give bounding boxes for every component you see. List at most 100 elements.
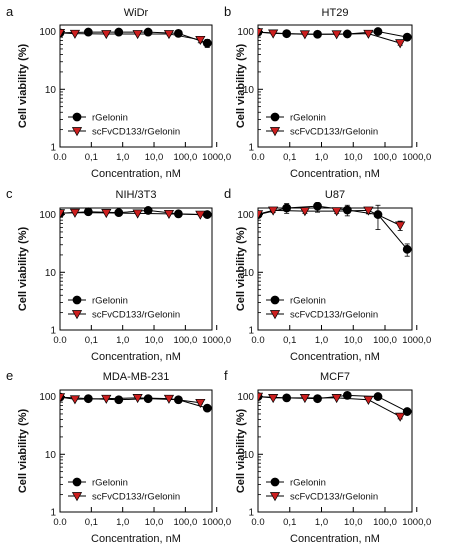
data-point [373, 392, 383, 401]
y-tick-label: 1 [50, 508, 56, 519]
data-point [282, 203, 292, 213]
x-tick-label: 1000,0 [202, 152, 231, 163]
legend-marker [270, 477, 280, 487]
y-axis-label: Cell viability (%) [235, 43, 247, 128]
data-point [395, 221, 406, 231]
y-tick-label: 100 [39, 210, 56, 221]
legend-marker [270, 112, 280, 122]
legend-label: scFvCD133/rGelonin [92, 492, 180, 503]
y-tick-label: 10 [243, 450, 255, 461]
plot-frame [59, 24, 213, 148]
legend-label: scFvCD133/rGelonin [92, 310, 180, 321]
data-point [83, 207, 93, 217]
data-point [268, 206, 279, 216]
data-point [163, 394, 175, 404]
data-point [69, 29, 81, 39]
data-point [395, 412, 406, 422]
data-point [402, 407, 412, 416]
legend-label: scFvCD133/rGelonin [290, 310, 378, 321]
panel-title: MDA-MB-231 [103, 371, 170, 383]
panel-title: MCF7 [320, 371, 350, 383]
data-point [363, 29, 374, 39]
y-tick-label: 1 [50, 326, 56, 337]
data-point [313, 394, 322, 404]
x-tick-label: 1,0 [315, 517, 328, 528]
legend-entry: scFvCD133/rGelonin [266, 127, 378, 138]
legend-entry: scFvCD133/rGelonin [266, 310, 378, 321]
data-point [132, 30, 143, 40]
legend-marker [72, 112, 82, 122]
x-tick-label: 10,0 [145, 517, 164, 528]
x-axis-label: Concentration, nM [91, 533, 181, 545]
x-tick-label: 10,0 [145, 152, 164, 163]
plot-frame [59, 389, 213, 513]
x-tick-label: 0,1 [283, 517, 296, 528]
x-tick-label: 0,1 [283, 335, 296, 346]
data-point [60, 393, 66, 403]
data-point [363, 395, 374, 405]
legend-entry: scFvCD133/rGelonin [68, 310, 180, 321]
data-point [60, 209, 66, 219]
legend-entry: rGelonin [68, 296, 128, 307]
series-line [60, 396, 208, 409]
x-tick-label: 1,0 [315, 335, 328, 346]
y-tick-label: 100 [237, 392, 254, 403]
data-point [195, 35, 206, 46]
panel-f: f MCF7 1 10 100 0.0 0,1 1,0 10,0 100,0 1000,0 Conce… [224, 368, 431, 545]
legend-label: rGelonin [290, 478, 326, 489]
data-point [195, 210, 206, 220]
data-point [60, 29, 66, 39]
legend-marker [270, 295, 280, 305]
x-axis-label: Concentration, nM [91, 351, 181, 363]
x-tick-label: 0,1 [85, 335, 98, 346]
y-axis-label: Cell viability (%) [17, 43, 29, 128]
x-axis-label: Concentration, nM [290, 533, 380, 545]
data-point [195, 398, 206, 409]
x-tick-label: 1000,0 [202, 335, 231, 346]
x-tick-label: 0.0 [251, 335, 264, 346]
y-tick-label: 1 [248, 508, 254, 519]
x-tick-label: 0,1 [85, 517, 98, 528]
legend-entry: rGelonin [266, 113, 326, 124]
x-tick-label: 0.0 [53, 152, 66, 163]
x-axis-label: Concentration, nM [290, 351, 380, 363]
data-point [268, 29, 279, 39]
series-scFvCD133/rGelonin [258, 28, 406, 49]
data-point [132, 209, 143, 219]
x-axis-label: Concentration, nM [91, 168, 181, 180]
legend-marker [71, 492, 83, 502]
data-point [299, 207, 311, 217]
data-point [342, 390, 352, 400]
data-point [69, 395, 81, 405]
data-point [299, 394, 311, 404]
x-tick-label: 10,0 [145, 335, 164, 346]
data-point [101, 209, 112, 219]
legend-label: rGelonin [92, 296, 128, 307]
y-axis-label: Cell viability (%) [17, 408, 29, 493]
x-tick-label: 10,0 [344, 152, 363, 163]
legend-entry: rGelonin [266, 478, 326, 489]
x-tick-label: 0.0 [53, 517, 66, 528]
y-tick-label: 100 [39, 27, 56, 38]
x-tick-label: 100,0 [173, 517, 197, 528]
y-tick-label: 10 [243, 85, 255, 96]
legend-label: rGelonin [290, 113, 326, 124]
plot-frame [257, 389, 413, 513]
legend-marker [269, 492, 281, 502]
legend-label: rGelonin [290, 296, 326, 307]
data-point [402, 244, 412, 254]
data-point [268, 394, 279, 404]
y-tick-label: 100 [237, 210, 254, 221]
data-point [202, 38, 212, 48]
series-rGelonin [258, 202, 412, 257]
data-point [258, 392, 264, 402]
x-tick-label: 1000,0 [402, 517, 431, 528]
y-tick-label: 1 [50, 143, 56, 154]
data-point [143, 27, 153, 37]
data-point [258, 210, 264, 220]
legend-label: scFvCD133/rGelonin [290, 492, 378, 503]
legend-entry: rGelonin [266, 296, 326, 307]
data-point [363, 206, 374, 216]
panel-letter: c [6, 186, 13, 201]
